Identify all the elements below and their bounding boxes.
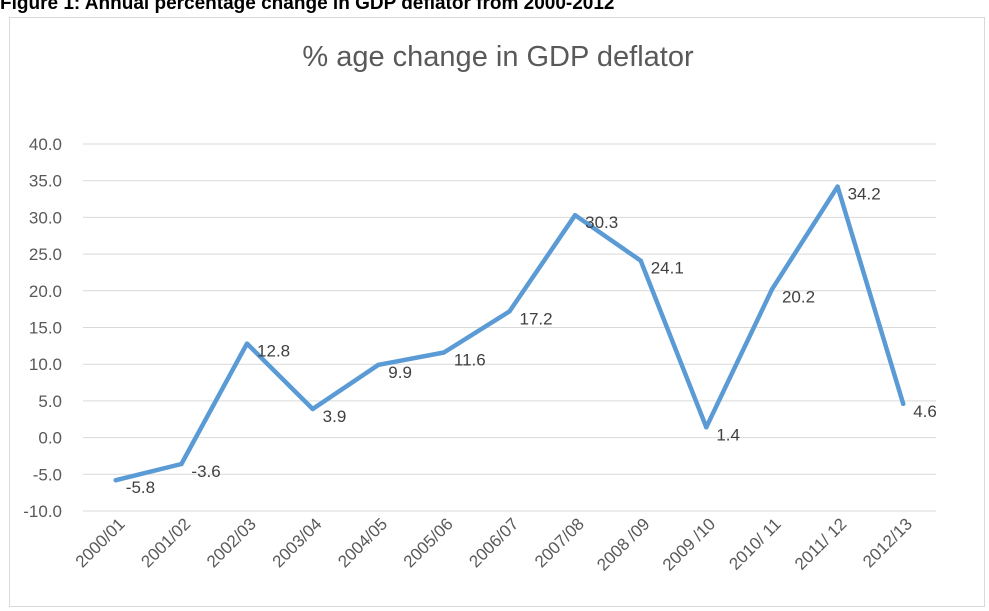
data-label: 11.6 xyxy=(454,350,486,369)
y-tick-label: 30.0 xyxy=(29,208,62,227)
chart-title: % age change in GDP deflator xyxy=(302,41,694,73)
gridlines xyxy=(83,143,936,512)
data-label: 20.2 xyxy=(782,287,815,306)
line-chart: % age change in GDP deflator 40.0 35.0 30.… xyxy=(23,41,937,575)
x-tick-label: 2009 /10 xyxy=(659,514,719,574)
data-label: 4.6 xyxy=(913,402,937,421)
y-tick-label: 40.0 xyxy=(29,135,62,154)
y-tick-label: 15.0 xyxy=(29,319,62,338)
data-label: 30.3 xyxy=(585,213,618,232)
y-tick-label: 35.0 xyxy=(29,172,62,191)
x-axis-ticks: 2000/01 2001/02 2002/03 2003/04 2004/05 2005/… xyxy=(72,514,916,574)
data-point xyxy=(835,184,840,189)
data-point xyxy=(507,309,512,314)
data-point xyxy=(113,477,119,483)
x-tick-label: 2006/07 xyxy=(465,514,522,571)
data-label: -5.8 xyxy=(126,478,155,497)
data-point xyxy=(179,461,184,467)
data-point xyxy=(441,350,447,355)
data-point xyxy=(769,287,775,292)
data-point xyxy=(376,362,381,368)
x-tick-label: 2004/05 xyxy=(334,514,391,571)
data-label: 12.8 xyxy=(257,342,290,361)
x-tick-label: 2000/01 xyxy=(72,514,129,571)
data-label: 9.9 xyxy=(388,363,412,382)
x-tick-label: 2011/ 12 xyxy=(791,514,850,573)
x-tick-label: 2005/06 xyxy=(400,514,457,571)
figure-caption: Figure 1: Annual percentage change in GD… xyxy=(0,0,615,14)
data-point xyxy=(310,406,315,412)
x-tick-label: 2007/08 xyxy=(531,514,588,571)
y-tick-label: 10.0 xyxy=(29,355,62,374)
data-label: 17.2 xyxy=(520,309,553,328)
y-tick-label: 25.0 xyxy=(29,245,62,264)
x-tick-label: 2008 /09 xyxy=(593,514,653,574)
data-label: 1.4 xyxy=(716,425,740,444)
x-tick-label: 2012/13 xyxy=(859,514,916,571)
y-tick-label: 5.0 xyxy=(38,392,62,411)
y-tick-label: -10.0 xyxy=(23,502,62,521)
series-line-layer xyxy=(113,184,906,483)
chart-frame: % age change in GDP deflator 40.0 35.0 30.… xyxy=(9,17,985,607)
y-axis-ticks: 40.0 35.0 30.0 25.0 20.0 15.0 10.0 5.0 0.0 -5.0 -1… xyxy=(23,135,62,521)
y-tick-label: -5.0 xyxy=(33,465,62,484)
data-point xyxy=(244,341,250,346)
data-point xyxy=(638,258,643,263)
y-tick-label: 0.0 xyxy=(38,429,62,448)
x-tick-label: 2002/03 xyxy=(203,514,260,571)
data-point xyxy=(572,212,578,218)
y-tick-label: 20.0 xyxy=(29,282,62,301)
series-line xyxy=(113,184,906,483)
data-label: -3.6 xyxy=(191,462,220,481)
x-tick-label: 2003/04 xyxy=(269,514,326,571)
data-label: 34.2 xyxy=(848,185,881,204)
data-point xyxy=(900,401,906,407)
data-label: 3.9 xyxy=(323,407,347,426)
x-tick-label: 2001/02 xyxy=(137,514,194,571)
data-point xyxy=(704,425,709,430)
data-label: 24.1 xyxy=(651,259,684,278)
x-tick-label: 2010/ 11 xyxy=(725,514,784,573)
data-labels: -5.8 -3.6 12.8 3.9 9.9 11.6 17.2 30.3 24.1 1.4 20.… xyxy=(126,185,937,498)
